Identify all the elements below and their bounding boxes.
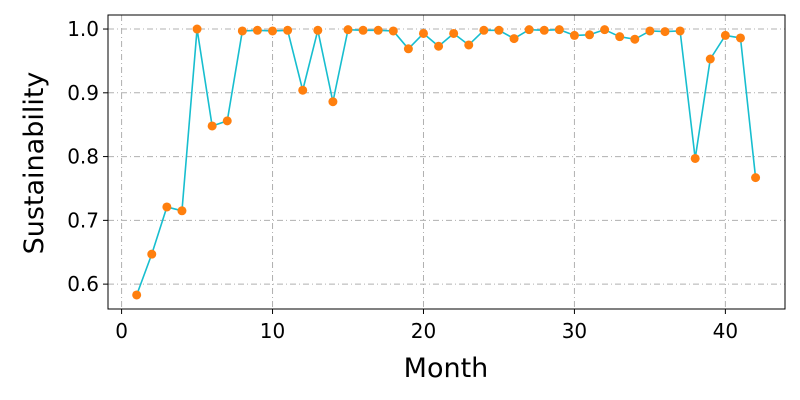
data-point [630,34,640,44]
data-point [418,28,428,38]
data-point [600,25,610,35]
data-point [660,27,670,37]
data-point [207,121,217,131]
data-point [283,25,293,35]
data-point [132,290,142,300]
data-point [373,25,383,35]
data-point [464,40,474,50]
data-point [162,202,172,212]
data-point [554,25,564,35]
data-point [328,97,338,107]
data-point [569,30,579,40]
data-point [403,44,413,54]
x-tick-label: 20 [411,319,436,343]
data-point [479,25,489,35]
data-point [177,206,187,216]
data-point [222,116,232,126]
x-tick-label: 30 [562,319,587,343]
y-tick-label: 0.9 [67,81,99,105]
y-axis: 0.6 0.7 0.8 0.9 1.0 [67,17,108,296]
data-point [268,26,278,36]
y-tick-label: 0.8 [67,145,99,169]
data-point [494,25,504,35]
data-point [720,30,730,40]
data-point [434,41,444,51]
y-tick-label: 0.7 [67,208,99,232]
data-point [524,25,534,35]
data-point [298,85,308,95]
data-point [735,33,745,43]
data-point [237,26,247,36]
data-point [147,249,157,259]
data-point [358,25,368,35]
x-axis-label: Month [404,353,489,384]
y-axis-label: Sustainability [19,72,50,255]
data-point [615,32,625,42]
data-point [585,30,595,40]
data-point [509,34,519,44]
x-tick-label: 10 [260,319,285,343]
grid [108,15,785,309]
data-point [539,25,549,35]
data-point [343,25,353,35]
data-point [675,26,685,36]
series-line [135,28,757,296]
data-point [252,25,262,35]
data-point [751,173,761,183]
y-tick-label: 1.0 [67,17,99,41]
data-point [705,54,715,64]
x-tick-label: 40 [713,319,738,343]
data-point [690,153,700,163]
series-layer [132,24,761,300]
data-point [192,24,202,34]
data-point [313,25,323,35]
data-point [388,26,398,36]
data-point [645,26,655,36]
x-tick-label: 0 [115,319,128,343]
x-axis: 0 10 20 30 40 [115,309,738,343]
data-point [449,28,459,38]
y-tick-label: 0.6 [67,272,99,296]
plot-frame [107,14,786,310]
